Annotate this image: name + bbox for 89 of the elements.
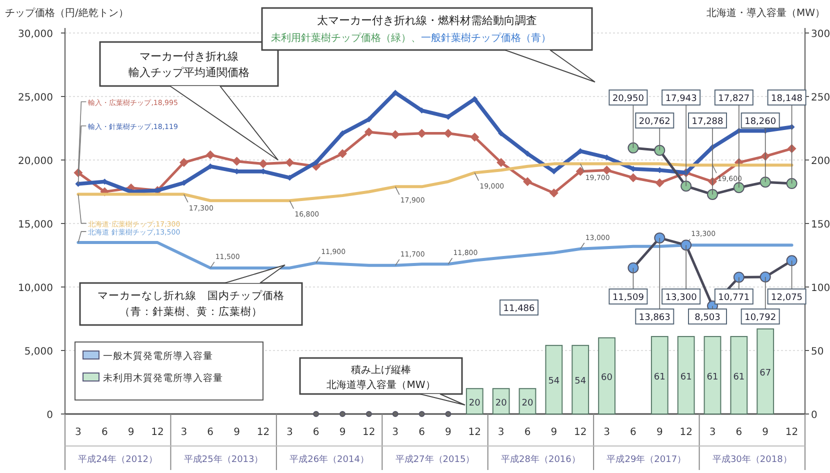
y-tick-label: 30,000 — [18, 29, 53, 40]
data-label: 54 — [548, 376, 560, 387]
annotation: 11,486 — [503, 304, 536, 314]
x-tick-label: 6 — [101, 427, 108, 438]
annotation: 平成27年（2015） — [395, 455, 475, 465]
y-tick-label: 5,000 — [24, 346, 53, 358]
data-label: 20,950 — [612, 94, 644, 104]
data-label: 17,943 — [665, 94, 697, 104]
y-tick-label: 25,000 — [18, 92, 53, 104]
annotation: 平成30年（2018） — [712, 455, 792, 465]
data-label: 13,863 — [638, 313, 670, 323]
data-label: 20 — [468, 398, 481, 408]
x-tick-label: 3 — [709, 427, 716, 438]
y-tick-label: 15,000 — [18, 220, 53, 230]
annotation: 平成26年（2014） — [290, 455, 369, 465]
x-tick-label: 9 — [762, 427, 769, 438]
data-label: 20,762 — [638, 117, 670, 127]
x-tick-label: 3 — [75, 427, 82, 438]
annotation: 11,486 — [500, 300, 538, 316]
x-tick-label: 6 — [312, 427, 320, 438]
data-label: 12,075 — [771, 293, 803, 303]
data-label: 13,300 — [665, 293, 698, 303]
data-label: 11,509 — [612, 293, 644, 303]
x-tick-label: 3 — [286, 427, 293, 438]
annotation: 太マーカー付き折れ線・燃料材需給動向調査 — [317, 14, 537, 27]
data-label: 61 — [733, 372, 745, 382]
x-tick-label: 6 — [418, 427, 425, 438]
data-label: 18,148 — [771, 94, 803, 104]
x-tick-label: 9 — [445, 427, 452, 438]
data-label: 17,288 — [692, 117, 724, 127]
annotation: 輸入チップ平均通関価格 — [128, 66, 250, 79]
y2-tick-label: 300 — [811, 29, 830, 40]
data-label: 61 — [680, 372, 692, 382]
x-tick-label: 6 — [524, 427, 531, 438]
x-tick-label: 3 — [180, 427, 188, 438]
x-tick-label: 9 — [339, 427, 346, 438]
annotation: 北海道導入容量（MW） — [326, 380, 436, 391]
x-tick-label: 12 — [785, 427, 798, 438]
data-label: 17,827 — [718, 94, 750, 104]
x-tick-label: 3 — [604, 427, 610, 438]
x-tick-label: 6 — [630, 427, 636, 438]
y2-tick-label: 50 — [811, 346, 824, 358]
data-label: 10,792 — [744, 313, 776, 323]
y-tick-label: 20,000 — [18, 156, 53, 167]
data-label: 61 — [654, 372, 666, 382]
y-tick-label: 10,000 — [18, 283, 53, 294]
y2-tick-label: 250 — [811, 92, 830, 104]
x-tick-label: 12 — [468, 427, 482, 438]
data-label: 20 — [522, 398, 534, 408]
y2-tick-label: 100 — [811, 283, 830, 294]
y2-tick-label: 150 — [811, 220, 830, 230]
data-label: 10,771 — [718, 293, 750, 303]
annotation: 平成24年（2012） — [78, 455, 158, 465]
y2-tick-label: 0 — [811, 410, 818, 421]
x-tick-label: 3 — [392, 427, 399, 438]
annotation: マーカー付き折れ線 — [140, 50, 238, 63]
x-tick-label: 12 — [256, 427, 270, 438]
x-tick-label: 6 — [736, 427, 742, 438]
x-tick-label: 12 — [151, 427, 164, 438]
annotation: 未利用針葉樹チップ価格（緑）、 — [271, 33, 421, 44]
data-label: 20 — [495, 398, 508, 408]
x-tick-label: 9 — [550, 427, 558, 438]
x-tick-label: 9 — [234, 427, 240, 438]
x-tick-label: 6 — [207, 427, 214, 438]
x-tick-label: 12 — [574, 427, 587, 438]
data-label: 67 — [760, 368, 772, 378]
annotation: 一般針葉樹チップ価格（青） — [421, 33, 551, 44]
data-label: 61 — [706, 372, 718, 382]
x-tick-label: 12 — [362, 427, 376, 438]
y-tick-label: 0 — [46, 410, 53, 421]
x-tick-label: 9 — [128, 427, 134, 438]
annotation: マーカーなし折れ線 国内チップ価格 — [98, 290, 284, 302]
legend-label: 未利用木質発電所導入容量 — [103, 372, 223, 384]
y-axis-title: チップ価格（円/絶乾トン） — [5, 7, 128, 19]
data-label: 54 — [574, 376, 586, 387]
data-label: 60 — [601, 372, 613, 383]
annotation: 平成29年（2017） — [606, 455, 686, 465]
y2-axis-title: 北海道・導入容量（MW） — [706, 7, 825, 19]
x-tick-label: 3 — [498, 427, 504, 438]
annotation: 積み上げ縦棒 — [351, 365, 411, 376]
data-label: 18,260 — [744, 117, 776, 127]
data-label: 8,503 — [694, 313, 720, 323]
annotation: 平成25年（2013） — [184, 455, 264, 465]
annotation: （青：針葉樹、黄：広葉樹） — [120, 306, 262, 318]
annotation: 平成28年（2016） — [501, 455, 580, 465]
y2-tick-label: 200 — [811, 156, 830, 167]
x-tick-label: 12 — [680, 427, 692, 438]
legend-label: 一般木質発電所導入容量 — [103, 350, 213, 362]
x-tick-label: 9 — [656, 427, 663, 438]
